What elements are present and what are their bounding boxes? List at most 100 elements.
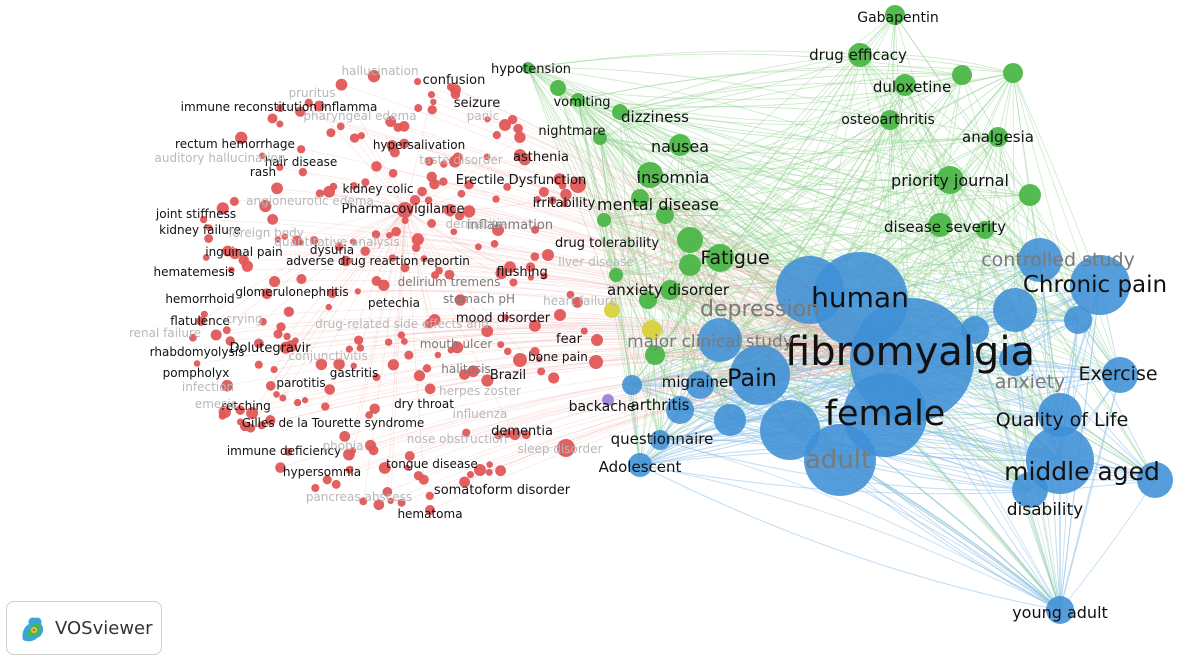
node-label[interactable]: parotitis — [276, 376, 325, 390]
red-cluster-node[interactable] — [284, 447, 293, 456]
red-cluster-node[interactable] — [449, 155, 461, 168]
node-label[interactable]: priority journal — [891, 171, 1009, 190]
node-label[interactable]: Adolescent — [599, 458, 682, 476]
red-cluster-node[interactable] — [313, 100, 325, 112]
red-cluster-node[interactable] — [424, 196, 433, 204]
red-cluster-node[interactable] — [428, 314, 441, 326]
red-cluster-node[interactable] — [509, 428, 521, 441]
red-cluster-node[interactable] — [425, 505, 435, 515]
red-cluster-node[interactable] — [283, 306, 295, 317]
red-cluster-node[interactable] — [387, 359, 400, 371]
green-cluster-node[interactable] — [952, 65, 972, 85]
red-cluster-node[interactable] — [503, 347, 512, 356]
node-label[interactable]: renal failure — [129, 326, 201, 340]
node-label[interactable]: disease severity — [884, 218, 1006, 236]
red-cluster-node[interactable] — [293, 398, 302, 407]
node-label[interactable]: nightmare — [538, 124, 605, 139]
node-label[interactable]: panic — [467, 109, 500, 123]
red-cluster-node[interactable] — [483, 153, 491, 161]
red-cluster-node[interactable] — [591, 334, 603, 346]
yellow-cluster-node[interactable] — [604, 302, 620, 318]
node-label[interactable]: flushing — [496, 265, 548, 280]
node-label[interactable]: major clinical study — [627, 332, 793, 352]
node-label[interactable]: emesis — [195, 397, 237, 411]
red-cluster-node[interactable] — [276, 322, 286, 332]
red-cluster-node[interactable] — [279, 341, 292, 354]
green-cluster-node[interactable] — [550, 80, 566, 96]
red-cluster-node[interactable] — [267, 213, 279, 225]
green-cluster-node[interactable] — [1019, 184, 1041, 206]
node-label[interactable]: drug-related side effects and — [315, 317, 489, 331]
red-cluster-node[interactable] — [350, 182, 358, 190]
red-cluster-node[interactable] — [340, 255, 352, 267]
red-cluster-node[interactable] — [424, 383, 436, 395]
red-cluster-node[interactable] — [486, 461, 493, 468]
red-cluster-node[interactable] — [298, 167, 308, 177]
red-cluster-node[interactable] — [420, 255, 428, 263]
red-cluster-node[interactable] — [459, 369, 470, 380]
node-label[interactable]: anxiety disorder — [607, 281, 730, 299]
green-cluster-node[interactable] — [645, 345, 665, 365]
red-cluster-node[interactable] — [356, 344, 365, 352]
red-cluster-node[interactable] — [444, 269, 455, 280]
node-label[interactable]: Quality of Life — [996, 409, 1129, 431]
node-label[interactable]: bone pain — [528, 350, 588, 364]
node-label[interactable]: dermatitis — [445, 217, 506, 231]
node-label[interactable]: fibromyalgia — [785, 329, 1035, 375]
red-cluster-node[interactable] — [386, 231, 393, 239]
node-label[interactable]: phobia — [323, 439, 364, 453]
node-label[interactable]: immune deficiency — [227, 444, 341, 458]
node-label[interactable]: Brazil — [490, 368, 526, 383]
red-cluster-node[interactable] — [554, 309, 566, 321]
red-cluster-node[interactable] — [311, 483, 320, 493]
red-cluster-node[interactable] — [514, 131, 526, 143]
red-cluster-node[interactable] — [218, 405, 231, 419]
node-label[interactable]: controlled study — [981, 249, 1135, 271]
node-label[interactable]: human — [811, 281, 909, 314]
red-cluster-node[interactable] — [531, 225, 540, 234]
red-cluster-node[interactable] — [560, 188, 572, 201]
red-cluster-node[interactable] — [449, 84, 461, 96]
red-cluster-node[interactable] — [450, 228, 458, 236]
node-label[interactable]: female — [825, 394, 946, 434]
node-label[interactable]: somatoform disorder — [434, 483, 571, 498]
node-label[interactable]: hair disease — [265, 155, 338, 169]
red-cluster-node[interactable] — [495, 465, 506, 477]
green-cluster-node[interactable] — [593, 131, 607, 145]
green-cluster-node[interactable] — [679, 254, 701, 276]
red-cluster-node[interactable] — [464, 179, 474, 190]
node-label[interactable]: mood disorder — [456, 311, 551, 326]
red-cluster-node[interactable] — [404, 350, 414, 360]
blue-cluster-node[interactable] — [1137, 462, 1173, 498]
node-label[interactable]: tongue disease — [386, 457, 478, 471]
red-cluster-node[interactable] — [339, 430, 351, 442]
green-cluster-node[interactable] — [597, 213, 611, 227]
red-cluster-node[interactable] — [580, 327, 588, 335]
node-label[interactable]: flatulence — [170, 314, 230, 328]
blue-cluster-node[interactable] — [698, 318, 742, 362]
node-label[interactable]: Fatigue — [700, 247, 769, 269]
red-cluster-node[interactable] — [528, 319, 541, 332]
red-cluster-node[interactable] — [196, 316, 206, 326]
node-label[interactable]: Exercise — [1078, 363, 1157, 385]
red-cluster-node[interactable] — [246, 407, 259, 420]
node-label[interactable]: delirium tremens — [398, 275, 501, 289]
red-cluster-node[interactable] — [331, 479, 341, 489]
red-cluster-node[interactable] — [349, 133, 360, 143]
red-cluster-node[interactable] — [273, 391, 280, 398]
node-label[interactable]: irritability — [533, 196, 596, 211]
node-label[interactable]: conjunctivitis — [288, 349, 367, 363]
node-label[interactable]: Pain — [727, 364, 777, 392]
red-cluster-node[interactable] — [397, 202, 413, 218]
red-cluster-node[interactable] — [270, 366, 278, 374]
node-label[interactable]: petechia — [368, 296, 420, 310]
node-label[interactable]: crying — [225, 312, 262, 326]
red-cluster-node[interactable] — [304, 98, 313, 108]
red-cluster-node[interactable] — [222, 326, 231, 335]
red-cluster-node[interactable] — [361, 178, 370, 187]
red-cluster-node[interactable] — [216, 202, 229, 215]
red-cluster-node[interactable] — [570, 177, 586, 193]
red-cluster-node[interactable] — [490, 240, 499, 248]
node-label[interactable]: drug tolerability — [555, 236, 659, 251]
green-cluster-node[interactable] — [631, 189, 649, 207]
